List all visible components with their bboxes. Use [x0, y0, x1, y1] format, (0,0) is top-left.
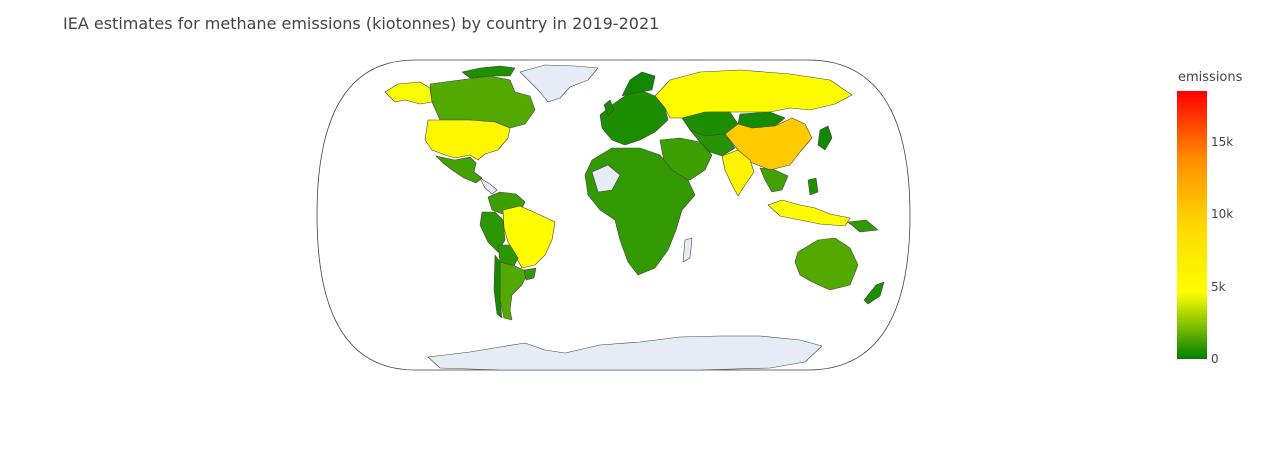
colorbar-tick-label: 0 [1211, 352, 1219, 366]
chile-shape[interactable] [493, 254, 503, 319]
colorbar-tick-label: 10k [1211, 207, 1234, 222]
new-guinea-shape[interactable] [847, 219, 879, 233]
india-shape[interactable] [721, 149, 755, 197]
uk-shape[interactable] [603, 99, 615, 117]
colorbar-title: emissions [1178, 70, 1243, 85]
central-asia-shape[interactable] [689, 129, 736, 157]
north-africa-nodata-shape[interactable] [591, 164, 621, 193]
europe-shape[interactable] [599, 89, 669, 146]
chart-title: IEA estimates for methane emissions (kio… [63, 14, 660, 33]
mexico-shape[interactable] [435, 155, 483, 184]
antarctica-shape[interactable] [427, 335, 823, 371]
colorbar-tick-label: 5k [1211, 279, 1226, 294]
new-zealand-shape[interactable] [863, 281, 885, 305]
caribbean-shape[interactable] [479, 177, 498, 195]
usa-shape[interactable] [424, 119, 511, 161]
scandinavia-shape[interactable] [621, 71, 656, 97]
philippines-shape[interactable] [807, 177, 819, 196]
australia-shape[interactable] [794, 237, 859, 291]
indonesia-shape[interactable] [767, 199, 851, 227]
bolivia-shape[interactable] [497, 244, 519, 267]
southeast-asia-shape[interactable] [759, 167, 789, 193]
argentina-shape[interactable] [499, 261, 529, 321]
colorbar [1177, 91, 1207, 359]
colorbar-tick-label: 15k [1211, 134, 1234, 149]
arctic-islands-shape[interactable] [461, 65, 516, 79]
madagascar-shape[interactable] [682, 237, 693, 263]
greenland-shape[interactable] [519, 64, 599, 103]
japan-shape[interactable] [817, 125, 833, 151]
brazil-shape[interactable] [502, 205, 556, 269]
uruguay-shape[interactable] [523, 267, 537, 281]
